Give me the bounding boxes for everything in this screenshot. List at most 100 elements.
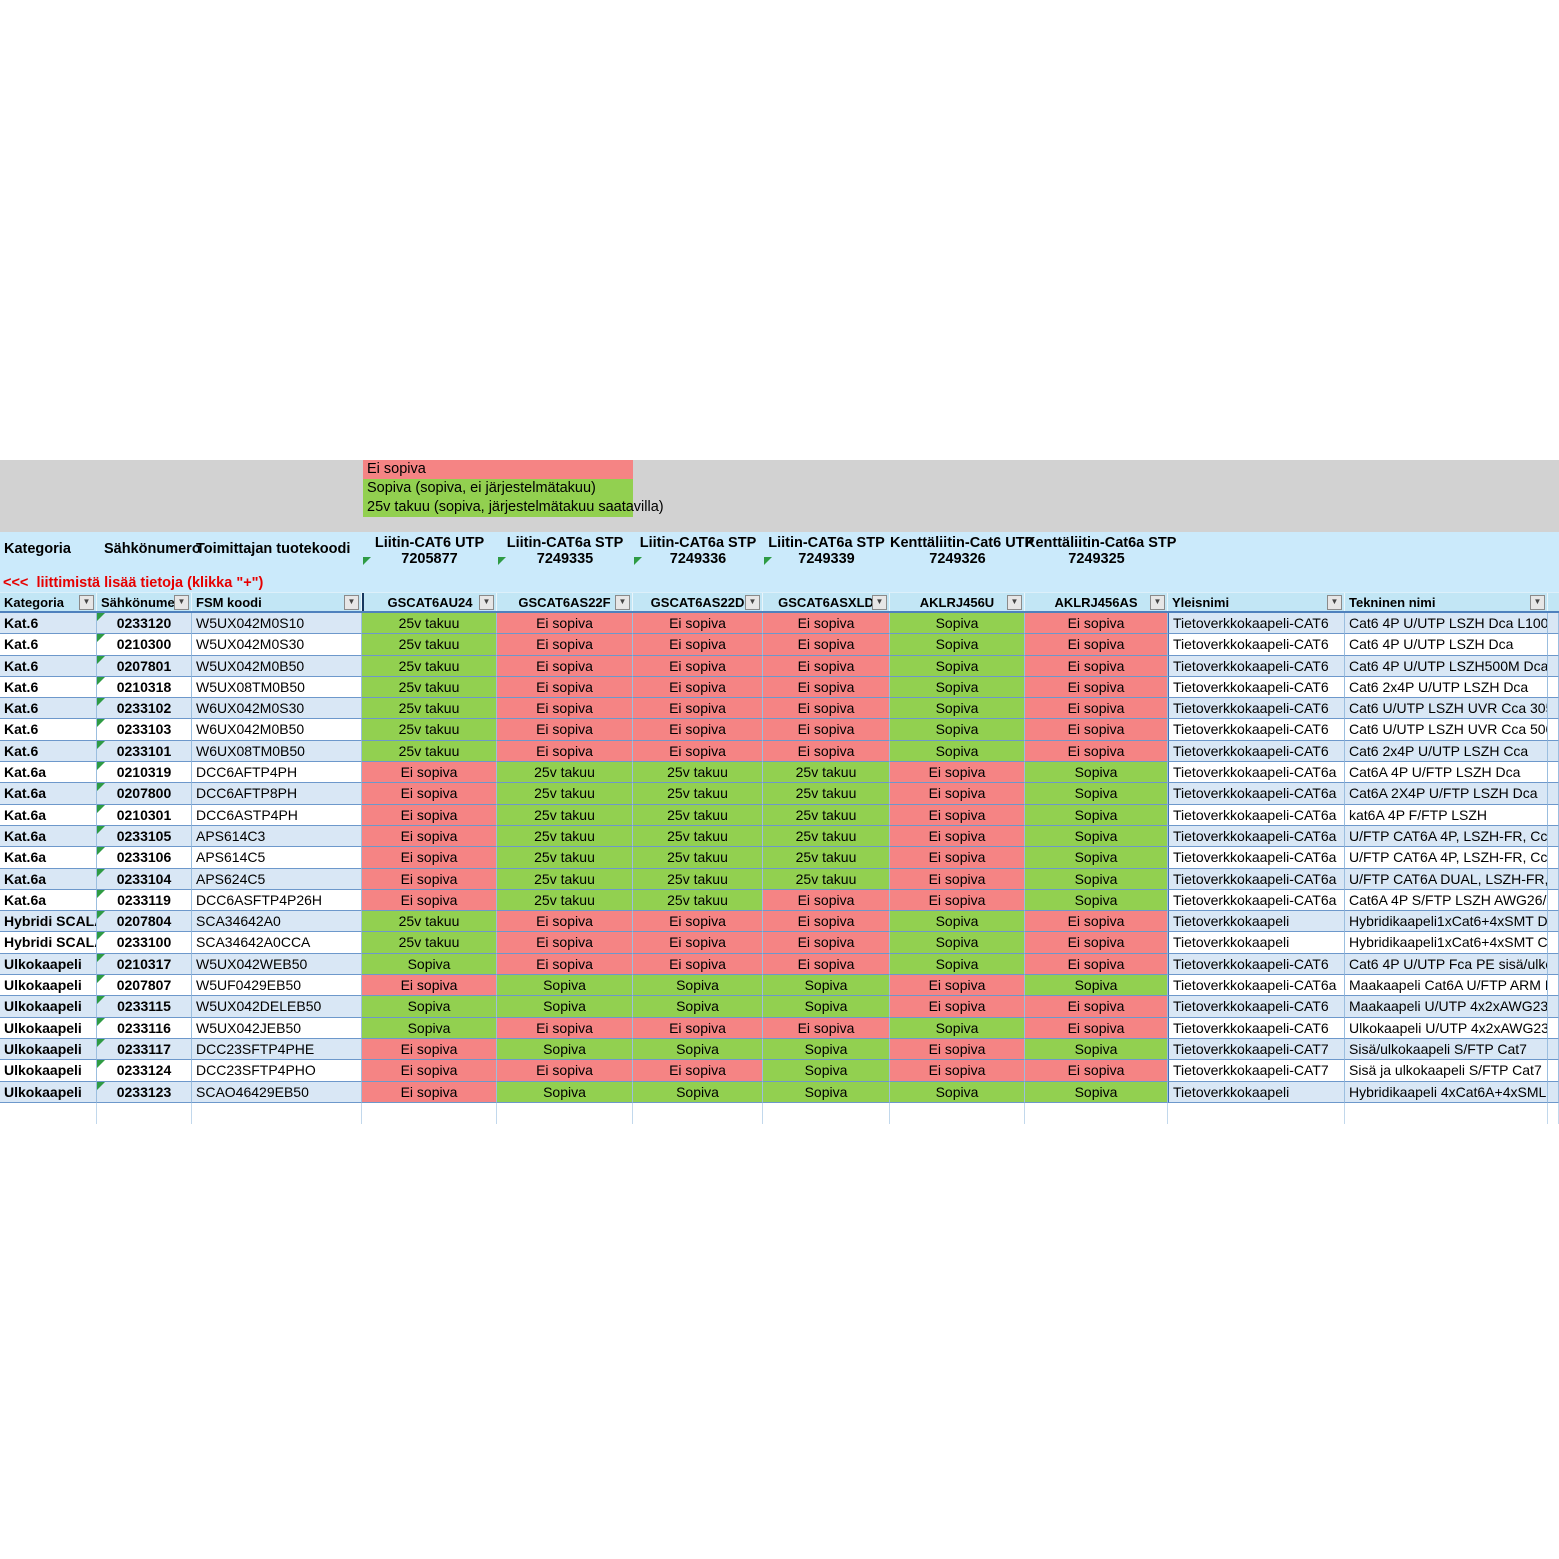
cell-tekninen[interactable]: Cat6 U/UTP LSZH UVR Cca 305m [1345,698,1548,720]
cell-compat-0[interactable]: Ei sopiva [362,783,497,805]
clipped-cell[interactable] [1548,1017,1559,1039]
clipped-cell[interactable] [1548,719,1559,741]
cell-compat-2[interactable]: 25v takuu [633,762,763,784]
cell-fsm[interactable]: APS614C3 [192,825,362,848]
cell-sahkonumero[interactable]: 0233120 [97,613,192,635]
cell-fsm[interactable]: W5UX042M0S30 [192,634,362,656]
cell-compat-1[interactable]: Sopiva [497,1038,633,1061]
cell-kategoria[interactable]: Kat.6 [0,698,97,720]
cell-compat-0[interactable]: Sopiva [362,996,497,1018]
clipped-cell[interactable] [1548,932,1559,954]
cell-compat-0[interactable]: 25v takuu [362,613,497,635]
cell-tekninen[interactable]: kat6A 4P F/FTP LSZH [1345,804,1548,826]
cell-tekninen[interactable]: U/FTP CAT6A 4P, LSZH-FR, Cca [1345,847,1548,869]
cell-compat-3[interactable]: Ei sopiva [763,911,890,933]
cell-compat-1[interactable]: Ei sopiva [497,698,633,720]
cell-sahkonumero[interactable]: 0210317 [97,953,192,976]
cell-compat-1[interactable]: Sopiva [497,1081,633,1103]
cell-compat-1[interactable]: 25v takuu [497,804,633,826]
cell-compat-1[interactable]: 25v takuu [497,762,633,784]
cell-compat-4[interactable]: Sopiva [890,740,1025,763]
cell-yleisnimi[interactable]: Tietoverkkokaapeli-CAT7 [1168,1060,1345,1082]
cell-compat-0[interactable]: Ei sopiva [362,1060,497,1082]
cell-tekninen[interactable]: Cat6 2x4P U/UTP LSZH Dca [1345,676,1548,699]
cell-tekninen[interactable]: Maakaapeli Cat6A U/FTP ARM PE [1345,975,1548,997]
cell-compat-2[interactable]: 25v takuu [633,783,763,805]
cell-compat-0[interactable]: 25v takuu [362,911,497,933]
cell-compat-5[interactable]: Sopiva [1025,762,1168,784]
filter-dropdown-icon[interactable]: ▼ [79,595,94,610]
cell-compat-4[interactable]: Sopiva [890,634,1025,656]
cell-yleisnimi[interactable]: Tietoverkkokaapeli-CAT6a [1168,975,1345,997]
cell-compat-0[interactable]: Ei sopiva [362,847,497,869]
cell-compat-5[interactable]: Ei sopiva [1025,911,1168,933]
clipped-cell[interactable] [1548,1060,1559,1082]
cell-compat-2[interactable]: 25v takuu [633,804,763,826]
clipped-cell[interactable] [1548,975,1559,997]
cell-fsm[interactable]: DCC23SFTP4PHE [192,1038,362,1061]
cell-compat-0[interactable]: Ei sopiva [362,1038,497,1061]
cell-compat-1[interactable]: 25v takuu [497,868,633,890]
cell-compat-4[interactable]: Ei sopiva [890,1060,1025,1082]
cell-sahkonumero[interactable]: 0233116 [97,1017,192,1039]
filter-dropdown-icon[interactable]: ▼ [1327,595,1342,610]
cell-compat-2[interactable]: Ei sopiva [633,613,763,635]
cell-compat-5[interactable]: Ei sopiva [1025,698,1168,720]
cell-compat-2[interactable]: Sopiva [633,1038,763,1061]
empty-cell[interactable] [0,1102,97,1125]
cell-compat-2[interactable]: Sopiva [633,975,763,997]
cell-tekninen[interactable]: U/FTP CAT6A 4P, LSZH-FR, Cca [1345,825,1548,848]
cell-compat-4[interactable]: Ei sopiva [890,804,1025,826]
cell-compat-2[interactable]: Ei sopiva [633,655,763,677]
cell-fsm[interactable]: W5UX042M0S10 [192,613,362,635]
cell-sahkonumero[interactable]: 0233103 [97,719,192,741]
cell-compat-5[interactable]: Ei sopiva [1025,932,1168,954]
cell-compat-2[interactable]: Sopiva [633,996,763,1018]
cell-compat-4[interactable]: Ei sopiva [890,996,1025,1018]
filter-dropdown-icon[interactable]: ▼ [1530,595,1545,610]
cell-compat-3[interactable]: Sopiva [763,1038,890,1061]
cell-tekninen[interactable]: Cat6 2x4P U/UTP LSZH Cca [1345,740,1548,763]
clipped-cell[interactable] [1548,911,1559,933]
cell-compat-2[interactable]: Sopiva [633,1081,763,1103]
cell-kategoria[interactable]: Kat.6a [0,804,97,826]
cell-kategoria[interactable]: Kat.6a [0,825,97,848]
cell-compat-0[interactable]: Sopiva [362,1017,497,1039]
cell-yleisnimi[interactable]: Tietoverkkokaapeli-CAT6 [1168,613,1345,635]
empty-cell[interactable] [1345,1102,1548,1125]
cell-sahkonumero[interactable]: 0210301 [97,804,192,826]
filter-dropdown-icon[interactable]: ▼ [344,595,359,610]
clipped-cell[interactable] [1548,1038,1559,1061]
cell-compat-2[interactable]: Ei sopiva [633,953,763,976]
cell-compat-5[interactable]: Ei sopiva [1025,996,1168,1018]
cell-compat-3[interactable]: Ei sopiva [763,889,890,912]
cell-compat-3[interactable]: Ei sopiva [763,719,890,741]
clipped-cell[interactable] [1548,676,1559,699]
filter-gscat6as22f[interactable]: GSCAT6AS22F ▼ [497,593,633,613]
cell-sahkonumero[interactable]: 0207807 [97,975,192,997]
cell-compat-4[interactable]: Sopiva [890,1017,1025,1039]
clipped-cell[interactable] [1548,698,1559,720]
clipped-cell[interactable] [1548,953,1559,976]
cell-compat-4[interactable]: Ei sopiva [890,762,1025,784]
cell-kategoria[interactable]: Kat.6a [0,847,97,869]
cell-compat-5[interactable]: Ei sopiva [1025,719,1168,741]
cell-compat-2[interactable]: 25v takuu [633,868,763,890]
cell-compat-4[interactable]: Sopiva [890,655,1025,677]
cell-compat-0[interactable]: 25v takuu [362,698,497,720]
cell-compat-4[interactable]: Sopiva [890,719,1025,741]
cell-sahkonumero[interactable]: 0233102 [97,698,192,720]
cell-compat-3[interactable]: 25v takuu [763,868,890,890]
cell-tekninen[interactable]: Hybridikaapeli 4xCat6A+4xSML [1345,1081,1548,1103]
empty-cell[interactable] [192,1102,362,1125]
cell-compat-3[interactable]: Ei sopiva [763,634,890,656]
cell-sahkonumero[interactable]: 0207804 [97,911,192,933]
filter-fsm-koodi[interactable]: FSM koodi ▼ [192,593,362,613]
cell-compat-3[interactable]: Sopiva [763,996,890,1018]
cell-compat-5[interactable]: Sopiva [1025,1038,1168,1061]
cell-tekninen[interactable]: Sisä/ulkokaapeli S/FTP Cat7 [1345,1038,1548,1061]
cell-yleisnimi[interactable]: Tietoverkkokaapeli-CAT6 [1168,698,1345,720]
cell-yleisnimi[interactable]: Tietoverkkokaapeli-CAT6 [1168,996,1345,1018]
cell-compat-2[interactable]: 25v takuu [633,889,763,912]
cell-yleisnimi[interactable]: Tietoverkkokaapeli-CAT6a [1168,804,1345,826]
